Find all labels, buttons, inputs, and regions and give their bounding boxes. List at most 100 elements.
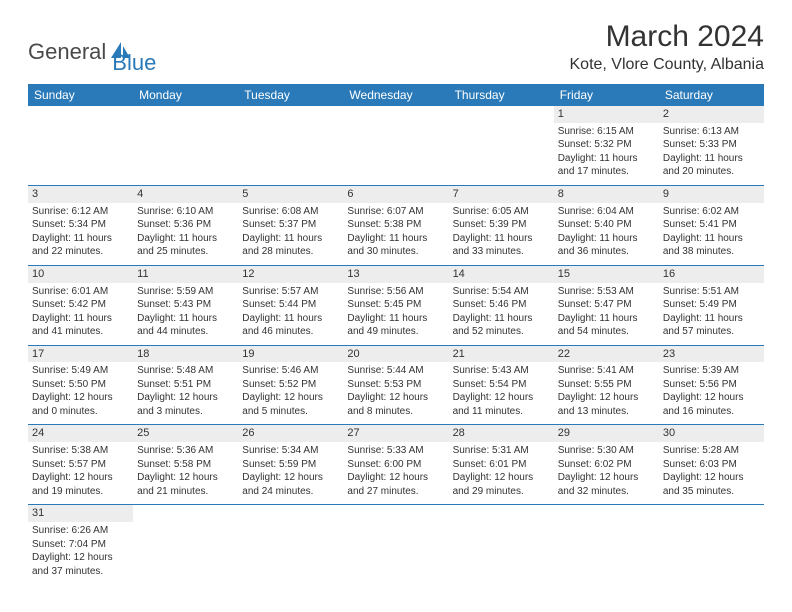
cell-sunrise: Sunrise: 6:13 AM bbox=[663, 125, 760, 139]
cell-sunrise: Sunrise: 5:33 AM bbox=[347, 444, 444, 458]
logo: General Blue bbox=[28, 28, 156, 76]
page-header: General Blue March 2024 Kote, Vlore Coun… bbox=[28, 20, 764, 76]
cell-sunset: Sunset: 5:51 PM bbox=[137, 378, 234, 392]
cell-daylight1: Daylight: 12 hours bbox=[558, 471, 655, 485]
day-number: 30 bbox=[659, 425, 764, 442]
weekday-header: Sunday bbox=[28, 84, 133, 106]
cell-sunset: Sunset: 5:33 PM bbox=[663, 138, 760, 152]
cell-sunset: Sunset: 5:59 PM bbox=[242, 458, 339, 472]
calendar-cell: 18Sunrise: 5:48 AMSunset: 5:51 PMDayligh… bbox=[133, 345, 238, 425]
calendar-cell: 31Sunrise: 6:26 AMSunset: 7:04 PMDayligh… bbox=[28, 505, 133, 584]
cell-daylight2: and 41 minutes. bbox=[32, 325, 129, 339]
cell-daylight2: and 28 minutes. bbox=[242, 245, 339, 259]
day-number: 22 bbox=[554, 346, 659, 363]
calendar-cell bbox=[238, 106, 343, 185]
cell-daylight1: Daylight: 11 hours bbox=[242, 312, 339, 326]
calendar-cell: 10Sunrise: 6:01 AMSunset: 5:42 PMDayligh… bbox=[28, 265, 133, 345]
cell-daylight2: and 16 minutes. bbox=[663, 405, 760, 419]
calendar-cell bbox=[554, 505, 659, 584]
calendar-body: 1Sunrise: 6:15 AMSunset: 5:32 PMDaylight… bbox=[28, 106, 764, 584]
cell-sunset: Sunset: 5:54 PM bbox=[453, 378, 550, 392]
day-number: 2 bbox=[659, 106, 764, 123]
cell-sunset: Sunset: 5:45 PM bbox=[347, 298, 444, 312]
cell-daylight2: and 30 minutes. bbox=[347, 245, 444, 259]
day-number: 23 bbox=[659, 346, 764, 363]
cell-sunrise: Sunrise: 6:10 AM bbox=[137, 205, 234, 219]
day-number: 31 bbox=[28, 505, 133, 522]
weekday-header: Friday bbox=[554, 84, 659, 106]
cell-sunrise: Sunrise: 5:43 AM bbox=[453, 364, 550, 378]
day-number: 7 bbox=[449, 186, 554, 203]
cell-daylight2: and 24 minutes. bbox=[242, 485, 339, 499]
cell-sunrise: Sunrise: 6:15 AM bbox=[558, 125, 655, 139]
day-number: 5 bbox=[238, 186, 343, 203]
cell-sunrise: Sunrise: 6:04 AM bbox=[558, 205, 655, 219]
cell-sunrise: Sunrise: 5:51 AM bbox=[663, 285, 760, 299]
calendar-row: 31Sunrise: 6:26 AMSunset: 7:04 PMDayligh… bbox=[28, 505, 764, 584]
cell-sunrise: Sunrise: 6:07 AM bbox=[347, 205, 444, 219]
calendar-cell: 4Sunrise: 6:10 AMSunset: 5:36 PMDaylight… bbox=[133, 185, 238, 265]
calendar-table: Sunday Monday Tuesday Wednesday Thursday… bbox=[28, 84, 764, 584]
day-number: 1 bbox=[554, 106, 659, 123]
cell-daylight1: Daylight: 11 hours bbox=[453, 312, 550, 326]
cell-daylight2: and 17 minutes. bbox=[558, 165, 655, 179]
cell-daylight2: and 44 minutes. bbox=[137, 325, 234, 339]
cell-daylight2: and 19 minutes. bbox=[32, 485, 129, 499]
calendar-cell bbox=[449, 106, 554, 185]
cell-daylight2: and 25 minutes. bbox=[137, 245, 234, 259]
calendar-cell: 22Sunrise: 5:41 AMSunset: 5:55 PMDayligh… bbox=[554, 345, 659, 425]
cell-daylight1: Daylight: 11 hours bbox=[32, 312, 129, 326]
calendar-cell: 25Sunrise: 5:36 AMSunset: 5:58 PMDayligh… bbox=[133, 425, 238, 505]
cell-sunrise: Sunrise: 5:49 AM bbox=[32, 364, 129, 378]
cell-daylight2: and 21 minutes. bbox=[137, 485, 234, 499]
cell-sunset: Sunset: 5:56 PM bbox=[663, 378, 760, 392]
day-number: 27 bbox=[343, 425, 448, 442]
cell-daylight2: and 8 minutes. bbox=[347, 405, 444, 419]
cell-sunrise: Sunrise: 5:41 AM bbox=[558, 364, 655, 378]
calendar-cell: 24Sunrise: 5:38 AMSunset: 5:57 PMDayligh… bbox=[28, 425, 133, 505]
cell-sunrise: Sunrise: 5:56 AM bbox=[347, 285, 444, 299]
cell-daylight2: and 36 minutes. bbox=[558, 245, 655, 259]
calendar-cell: 27Sunrise: 5:33 AMSunset: 6:00 PMDayligh… bbox=[343, 425, 448, 505]
day-number: 21 bbox=[449, 346, 554, 363]
cell-sunrise: Sunrise: 6:01 AM bbox=[32, 285, 129, 299]
cell-daylight2: and 49 minutes. bbox=[347, 325, 444, 339]
cell-sunrise: Sunrise: 5:53 AM bbox=[558, 285, 655, 299]
cell-daylight1: Daylight: 11 hours bbox=[558, 312, 655, 326]
cell-sunrise: Sunrise: 5:30 AM bbox=[558, 444, 655, 458]
cell-daylight2: and 0 minutes. bbox=[32, 405, 129, 419]
calendar-cell bbox=[28, 106, 133, 185]
calendar-cell: 26Sunrise: 5:34 AMSunset: 5:59 PMDayligh… bbox=[238, 425, 343, 505]
location-text: Kote, Vlore County, Albania bbox=[570, 56, 765, 74]
weekday-header: Thursday bbox=[449, 84, 554, 106]
calendar-cell: 9Sunrise: 6:02 AMSunset: 5:41 PMDaylight… bbox=[659, 185, 764, 265]
cell-sunset: Sunset: 6:01 PM bbox=[453, 458, 550, 472]
cell-sunset: Sunset: 5:58 PM bbox=[137, 458, 234, 472]
cell-daylight2: and 52 minutes. bbox=[453, 325, 550, 339]
day-number: 24 bbox=[28, 425, 133, 442]
cell-sunrise: Sunrise: 5:57 AM bbox=[242, 285, 339, 299]
calendar-cell: 23Sunrise: 5:39 AMSunset: 5:56 PMDayligh… bbox=[659, 345, 764, 425]
calendar-cell: 14Sunrise: 5:54 AMSunset: 5:46 PMDayligh… bbox=[449, 265, 554, 345]
day-number: 28 bbox=[449, 425, 554, 442]
cell-daylight1: Daylight: 11 hours bbox=[663, 232, 760, 246]
logo-text-blue: Blue bbox=[112, 50, 156, 76]
calendar-cell: 11Sunrise: 5:59 AMSunset: 5:43 PMDayligh… bbox=[133, 265, 238, 345]
cell-daylight1: Daylight: 12 hours bbox=[242, 471, 339, 485]
cell-sunset: Sunset: 5:41 PM bbox=[663, 218, 760, 232]
day-number: 4 bbox=[133, 186, 238, 203]
cell-sunrise: Sunrise: 5:34 AM bbox=[242, 444, 339, 458]
calendar-cell: 20Sunrise: 5:44 AMSunset: 5:53 PMDayligh… bbox=[343, 345, 448, 425]
calendar-cell: 30Sunrise: 5:28 AMSunset: 6:03 PMDayligh… bbox=[659, 425, 764, 505]
cell-daylight1: Daylight: 12 hours bbox=[558, 391, 655, 405]
cell-sunset: Sunset: 6:02 PM bbox=[558, 458, 655, 472]
cell-sunset: Sunset: 7:04 PM bbox=[32, 538, 129, 552]
day-number: 19 bbox=[238, 346, 343, 363]
cell-sunset: Sunset: 5:34 PM bbox=[32, 218, 129, 232]
calendar-cell bbox=[343, 106, 448, 185]
cell-daylight2: and 46 minutes. bbox=[242, 325, 339, 339]
cell-daylight2: and 11 minutes. bbox=[453, 405, 550, 419]
cell-daylight2: and 13 minutes. bbox=[558, 405, 655, 419]
cell-daylight1: Daylight: 11 hours bbox=[32, 232, 129, 246]
calendar-cell bbox=[238, 505, 343, 584]
